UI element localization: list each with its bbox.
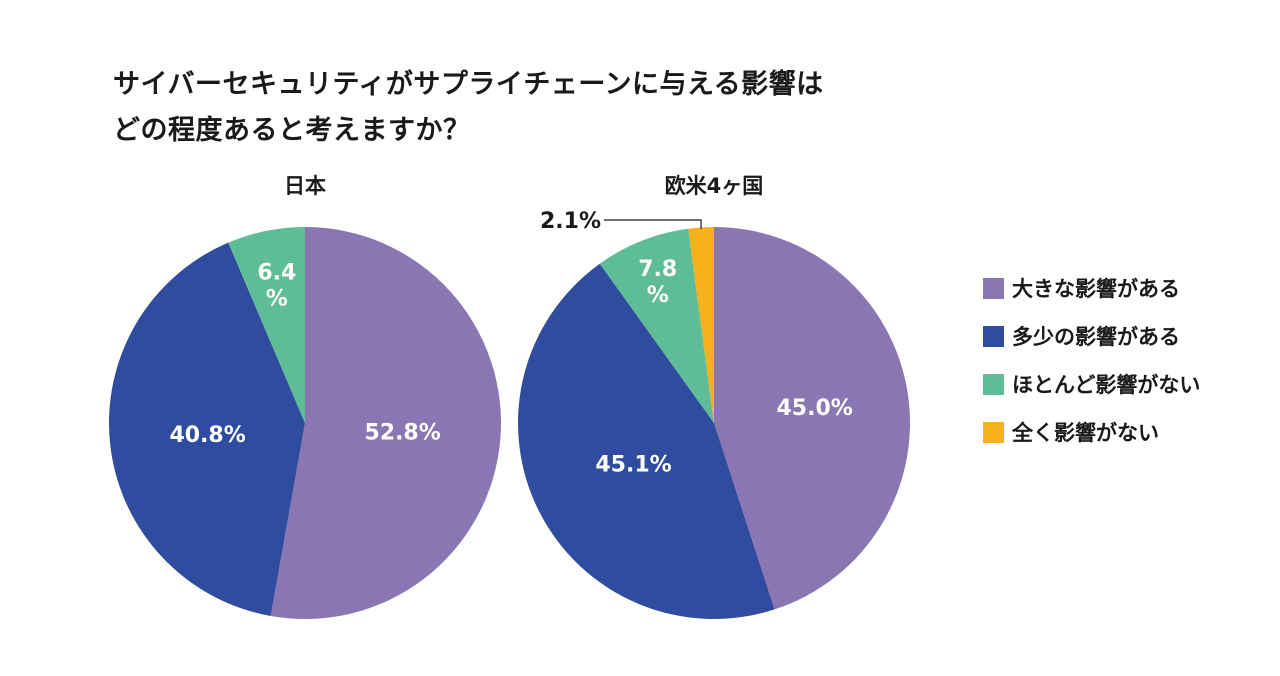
pie-slice <box>228 227 305 423</box>
legend-swatch <box>983 277 1004 299</box>
legend-item: ほとんど影響がない <box>983 372 1201 397</box>
legend-swatch <box>983 325 1004 347</box>
legend-label: 大きな影響がある <box>1012 277 1180 301</box>
pie-slice <box>599 228 714 423</box>
legend-swatch <box>983 421 1004 443</box>
data-label: 7.8% <box>638 257 677 308</box>
legend-item: 全く影響がない <box>983 420 1200 445</box>
pie-slice <box>688 227 714 423</box>
legend: 大きな影響がある 多少の影響がある ほとんど影響がない 全く影響がない <box>983 276 1200 468</box>
pie-slice <box>714 227 911 610</box>
data-label: 45.1% <box>595 453 671 478</box>
legend-swatch <box>983 373 1004 395</box>
pie-western-four: 欧米4ヶ国 45.0% 45.1% 7.8 % 2.1% <box>517 174 911 619</box>
chart-title-line-1: サイバーセキュリティがサプライチェーンに与える影響は <box>113 69 824 100</box>
chart-title-line-2: どの程度あると考えますか？ <box>113 115 471 146</box>
legend-label: 全く影響がない <box>1012 421 1159 445</box>
pie-title: 日本 <box>284 174 326 198</box>
data-label: 45.0% <box>777 396 853 421</box>
pie-slice <box>109 242 306 616</box>
legend-label: 多少の影響がある <box>1012 325 1180 349</box>
leader-line <box>604 219 702 229</box>
legend-label: ほとんど影響がない <box>1012 373 1201 397</box>
pie-slice <box>517 263 775 619</box>
pie-slice <box>270 227 501 620</box>
data-label: 6.4% <box>257 261 296 312</box>
legend-item: 大きな影響がある <box>983 276 1200 301</box>
chart-title: サイバーセキュリティがサプライチェーンに与える影響は どの程度あると考えますか？ <box>113 62 893 154</box>
pie-title: 欧米4ヶ国 <box>665 174 764 198</box>
pie-japan: 日本 52.8% 40.8% 6.4% <box>109 174 501 620</box>
data-label: 40.8% <box>169 423 245 448</box>
data-label: 2.1% <box>540 209 601 234</box>
legend-item: 多少の影響がある <box>983 324 1200 349</box>
data-label: 52.8% <box>364 421 440 446</box>
